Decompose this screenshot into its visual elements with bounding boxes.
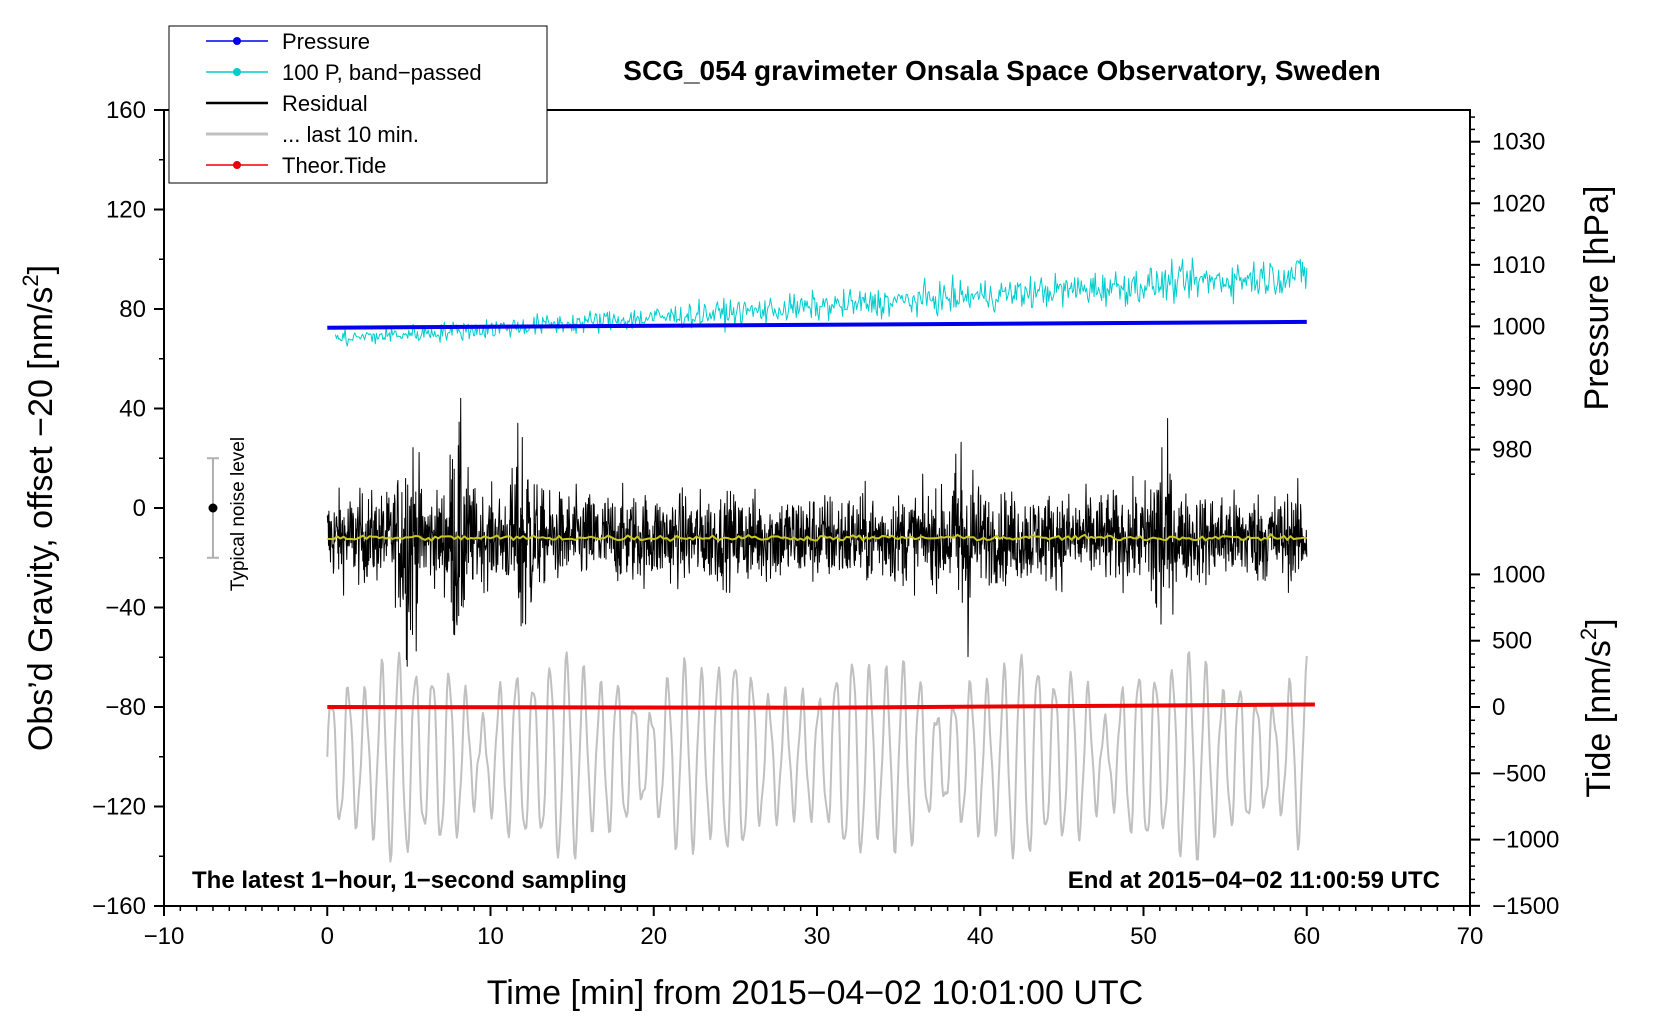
y-tick-label: −80	[105, 694, 146, 721]
y-tick-label: 0	[133, 495, 146, 522]
noise-level-label: Typical noise level	[228, 437, 249, 591]
legend-marker	[233, 161, 241, 169]
series-last-10-min	[326, 651, 1308, 863]
y-tick-label: 40	[119, 396, 146, 423]
series-pressure	[327, 319, 1307, 330]
pressure-tick-label: 1030	[1492, 129, 1545, 156]
x-tick-label: −10	[144, 923, 185, 950]
y-tick-label: 80	[119, 296, 146, 323]
y-tick-label: −160	[92, 893, 146, 920]
series-theor-tide	[327, 702, 1315, 710]
chart-title: SCG_054 gravimeter Onsala Space Observat…	[623, 55, 1380, 86]
axes-layer: −10 0 10 20 30 40 50 60 70−160−120−80−4004080120…	[92, 97, 1559, 950]
legend-label: ... last 10 min.	[282, 122, 419, 147]
tide-tick-label: 500	[1492, 628, 1532, 655]
tide-tick-label: −1000	[1492, 827, 1559, 854]
pressure-tick-label: 980	[1492, 437, 1532, 464]
x-tick-label: 20	[640, 923, 667, 950]
annotation-left: The latest 1−hour, 1−second sampling	[192, 867, 627, 894]
y-tick-label: −40	[105, 595, 146, 622]
noise-level-indicator	[206, 457, 219, 559]
legend-label: Residual	[282, 91, 368, 116]
tide-tick-label: 0	[1492, 694, 1505, 721]
pressure-tick-label: 1010	[1492, 252, 1545, 279]
y-tick-label: 160	[106, 97, 146, 124]
y-axis-label-tide: Tide [nm/s2]	[1576, 618, 1618, 797]
tide-tick-label: −1500	[1492, 893, 1559, 920]
pressure-tick-label: 1000	[1492, 313, 1545, 340]
x-tick-label: 0	[321, 923, 334, 950]
legend-box	[168, 25, 548, 184]
legend: Pressure 100 P, band−passed Residual ... la…	[168, 25, 548, 184]
x-tick-label: 50	[1130, 923, 1157, 950]
legend-label: Pressure	[282, 29, 370, 54]
x-tick-label: 70	[1457, 923, 1484, 950]
series-residual-smoothed	[327, 533, 1307, 542]
legend-marker	[233, 68, 241, 76]
pressure-tick-label: 990	[1492, 375, 1532, 402]
legend-label: 100 P, band−passed	[282, 60, 482, 85]
y-axis-label-gravity: Obs’d Gravity, offset −20 [nm/s2]	[18, 265, 60, 751]
x-tick-label: 60	[1293, 923, 1320, 950]
pressure-tick-label: 1020	[1492, 190, 1545, 217]
legend-marker	[233, 37, 241, 45]
annotation-right: End at 2015−04−02 11:00:59 UTC	[1068, 867, 1440, 894]
x-tick-label: 40	[967, 923, 994, 950]
y-tick-label: 120	[106, 197, 146, 224]
x-tick-label: 30	[804, 923, 831, 950]
x-tick-label: 10	[477, 923, 504, 950]
y-axis-label-pressure: Pressure [hPa]	[1578, 186, 1616, 411]
series-residual	[326, 397, 1308, 667]
y-tick-label: −120	[92, 794, 146, 821]
legend-label: Theor.Tide	[282, 153, 386, 178]
series-layer	[326, 257, 1315, 863]
tide-tick-label: −500	[1492, 760, 1546, 787]
x-axis-label: Time [min] from 2015−04−02 10:01:00 UTC	[487, 974, 1143, 1012]
tide-tick-label: 1000	[1492, 561, 1545, 588]
noise-center-dot	[208, 503, 218, 513]
